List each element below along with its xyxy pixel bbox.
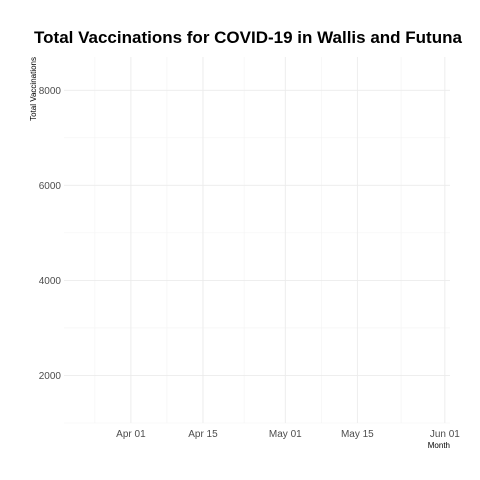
y-axis-title: Total Vaccinations — [29, 57, 38, 121]
x-tick-labels: Apr 01 Apr 15 May 01 May 15 Jun 01 — [116, 429, 460, 440]
y-tick-label: 2000 — [39, 371, 62, 382]
y-tick-label: 8000 — [39, 86, 62, 97]
major-y-gridlines — [64, 89, 450, 376]
y-tick-label: 4000 — [39, 276, 62, 287]
minor-x-gridlines — [94, 57, 402, 423]
chart-title: Total Vaccinations for COVID-19 in Walli… — [34, 28, 462, 47]
y-tick-label: 6000 — [39, 181, 62, 192]
major-x-gridlines — [130, 57, 446, 423]
minor-y-gridlines — [64, 137, 450, 424]
x-tick-label: Apr 01 — [116, 429, 146, 440]
y-tick-labels: 2000 4000 6000 8000 — [39, 86, 62, 382]
x-tick-label: Jun 01 — [430, 429, 460, 440]
x-axis-title: Month — [428, 441, 450, 450]
x-tick-label: Apr 15 — [188, 429, 218, 440]
x-tick-label: May 01 — [269, 429, 302, 440]
x-tick-label: May 15 — [341, 429, 374, 440]
